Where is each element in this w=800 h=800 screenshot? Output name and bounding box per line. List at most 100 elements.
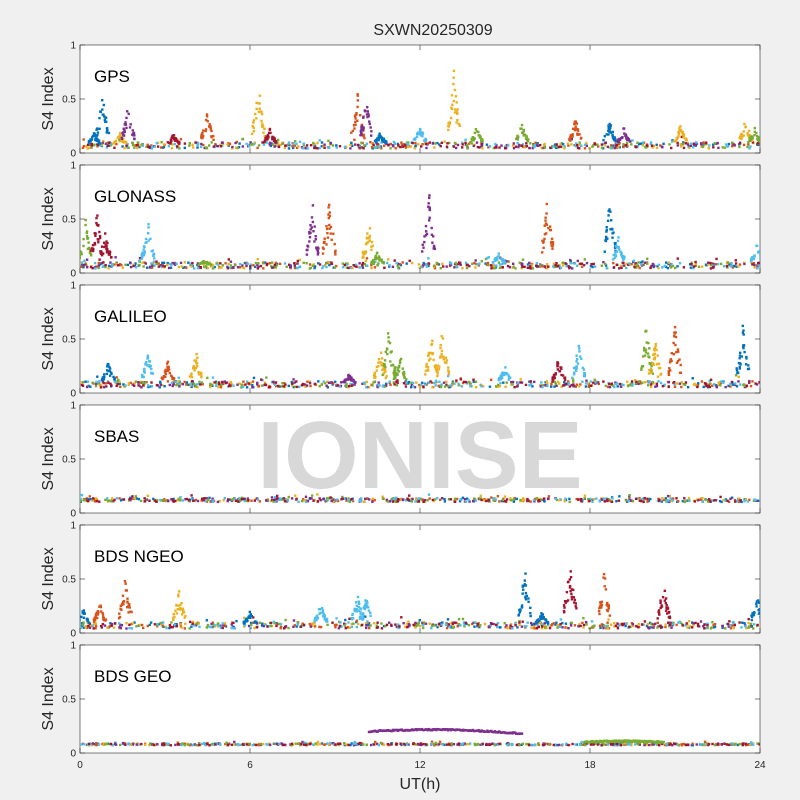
data-point <box>634 262 638 265</box>
data-point <box>649 142 653 146</box>
data-point <box>480 142 483 146</box>
data-point <box>397 366 401 369</box>
data-point <box>206 623 210 627</box>
data-point <box>712 262 715 266</box>
data-point <box>396 142 400 146</box>
data-point <box>471 622 474 626</box>
data-point <box>639 498 642 501</box>
data-point <box>622 261 625 264</box>
data-point <box>466 497 469 500</box>
data-point <box>420 133 424 136</box>
data-point <box>385 623 389 627</box>
data-point <box>525 135 528 138</box>
data-point <box>83 259 86 262</box>
data-point <box>86 266 89 269</box>
data-point <box>738 621 741 624</box>
data-point <box>243 621 246 624</box>
data-point <box>527 499 530 502</box>
data-point <box>730 496 734 499</box>
data-point <box>204 129 207 133</box>
data-point <box>577 625 580 628</box>
data-point <box>749 622 753 626</box>
data-point <box>551 241 555 244</box>
data-point <box>662 498 665 502</box>
data-point <box>404 625 407 629</box>
data-point <box>143 250 146 253</box>
data-point <box>249 263 252 266</box>
data-point <box>561 626 564 629</box>
data-point <box>279 627 282 630</box>
data-point <box>150 250 153 253</box>
data-point <box>299 625 303 628</box>
data-point <box>495 258 498 261</box>
data-point <box>110 371 113 374</box>
data-point <box>271 143 275 146</box>
data-point <box>388 621 391 624</box>
data-point <box>474 380 478 383</box>
data-point <box>112 142 115 145</box>
data-point <box>738 367 741 370</box>
data-point <box>518 611 521 614</box>
data-point <box>607 124 610 127</box>
data-point <box>554 382 557 385</box>
data-point <box>445 265 448 268</box>
data-point <box>347 497 350 500</box>
data-point <box>308 240 311 243</box>
data-point <box>175 145 179 148</box>
data-point <box>580 499 583 503</box>
data-point <box>294 262 298 265</box>
data-point <box>630 380 634 383</box>
data-point <box>253 141 256 144</box>
data-point <box>580 265 584 268</box>
data-point <box>145 360 148 364</box>
data-point <box>215 382 218 385</box>
data-point <box>657 362 661 365</box>
data-point <box>618 248 621 251</box>
data-point <box>151 372 154 375</box>
data-point <box>248 610 251 614</box>
data-point <box>322 241 326 245</box>
data-point <box>251 380 255 383</box>
data-point <box>127 383 130 386</box>
data-point <box>139 499 143 503</box>
data-point <box>275 624 278 628</box>
data-point <box>195 365 199 368</box>
data-point <box>142 245 146 248</box>
data-point <box>440 623 443 626</box>
data-point <box>455 263 458 266</box>
data-point <box>563 147 566 150</box>
data-point <box>613 625 616 628</box>
data-point <box>705 382 708 385</box>
data-point <box>703 627 706 630</box>
data-point <box>516 626 519 629</box>
data-point <box>407 620 410 623</box>
data-point <box>334 380 337 383</box>
data-point <box>145 145 148 148</box>
data-point <box>269 499 272 502</box>
data-point <box>212 623 215 626</box>
data-point <box>374 254 377 258</box>
data-point <box>576 129 580 132</box>
data-point <box>610 500 613 503</box>
data-point <box>203 265 206 268</box>
data-point <box>735 369 739 372</box>
data-point <box>260 624 264 627</box>
data-point <box>654 622 657 625</box>
data-point <box>598 624 602 627</box>
data-point <box>418 385 422 389</box>
data-point <box>648 347 651 350</box>
data-point <box>668 494 671 498</box>
data-point <box>472 380 475 383</box>
data-point <box>469 385 472 388</box>
data-point <box>714 263 717 266</box>
data-point <box>418 624 422 628</box>
data-point <box>178 607 182 610</box>
data-point <box>294 140 297 143</box>
data-point <box>565 626 569 629</box>
data-point <box>521 265 524 268</box>
data-point <box>423 235 426 238</box>
data-point <box>138 145 141 149</box>
data-point <box>371 384 374 387</box>
data-point <box>450 107 454 111</box>
data-point <box>366 601 369 604</box>
